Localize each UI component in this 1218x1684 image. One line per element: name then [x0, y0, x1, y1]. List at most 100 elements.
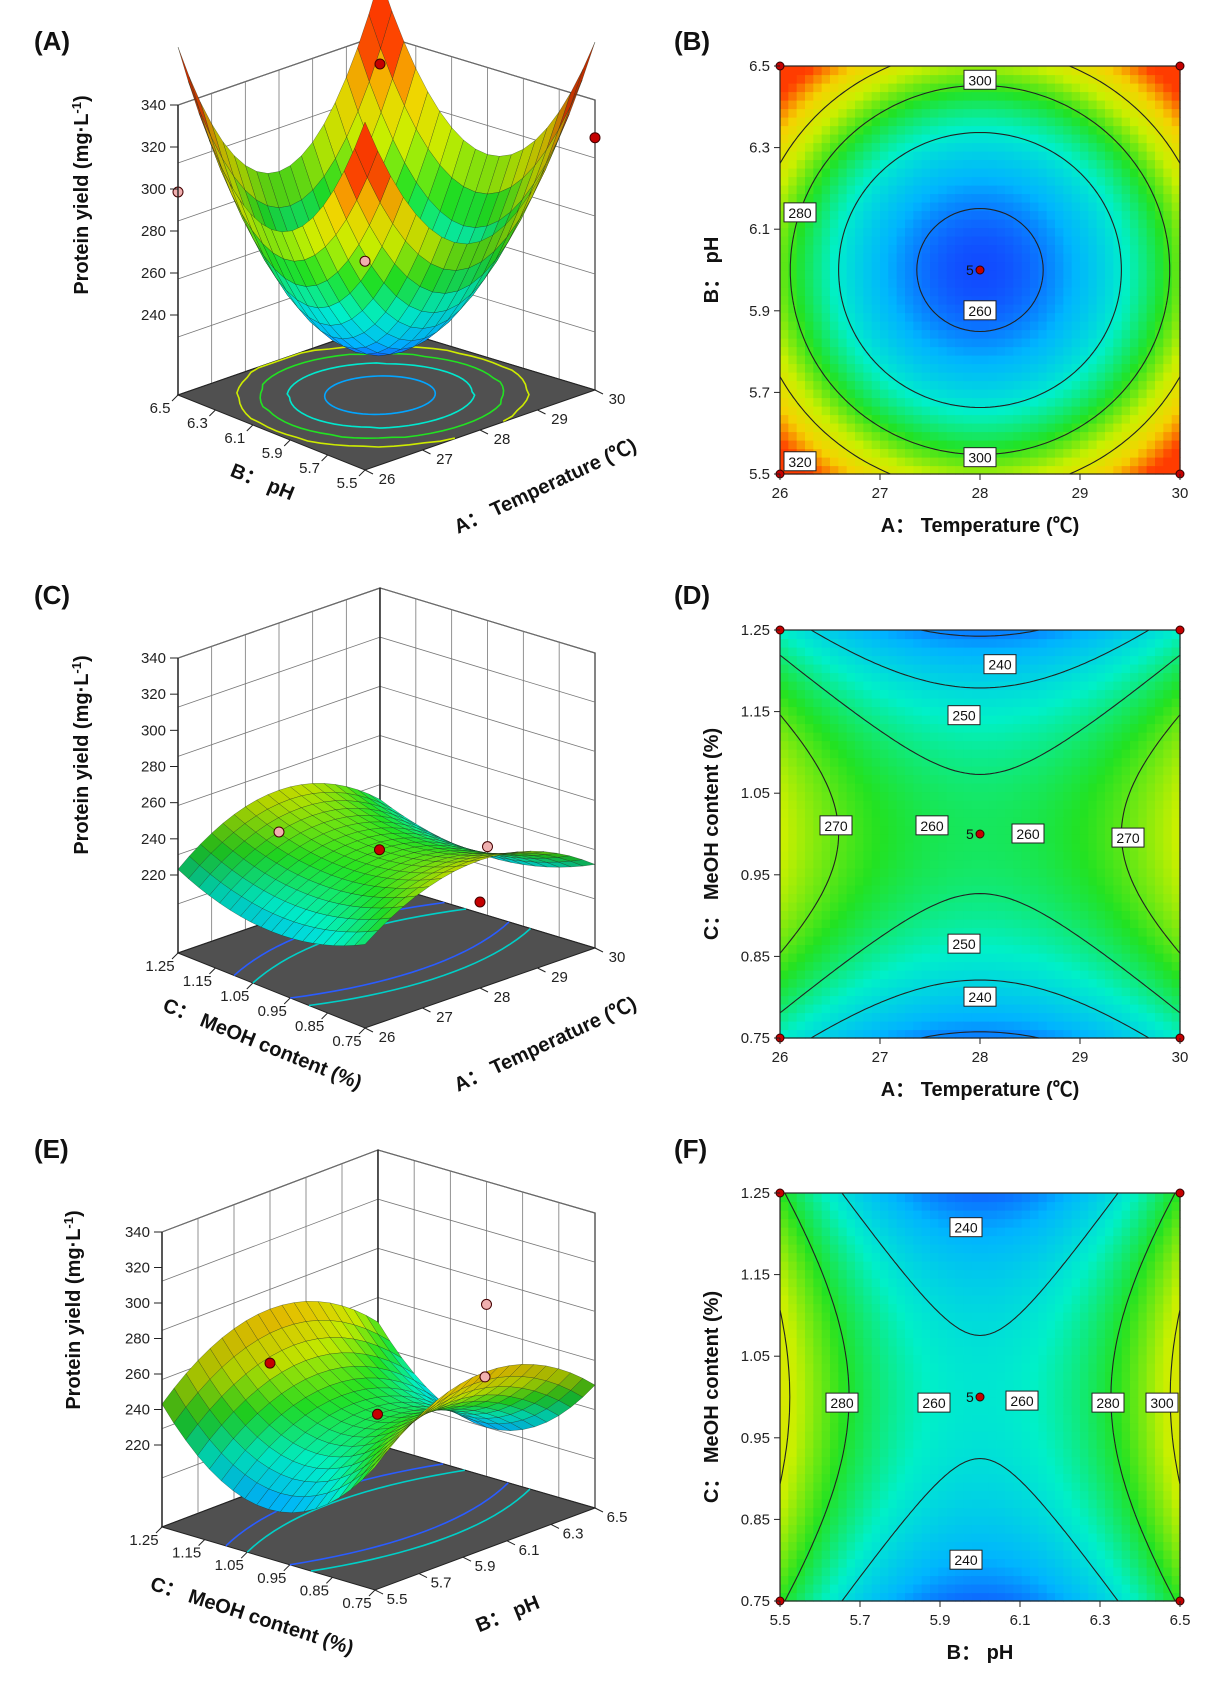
- contour-cell: [788, 783, 798, 793]
- contour-cell: [863, 338, 873, 348]
- contour-cell: [821, 834, 831, 844]
- contour-cell: [988, 108, 998, 118]
- contour-cell: [888, 312, 898, 322]
- design-point: [264, 1357, 276, 1369]
- contour-cell: [955, 953, 964, 963]
- contour-cell: [830, 978, 839, 988]
- contour-cell: [996, 253, 1006, 263]
- contour-cell: [913, 304, 923, 314]
- contour-cell: [946, 647, 956, 657]
- contour-cell: [880, 825, 889, 835]
- contour-cell: [1113, 185, 1123, 195]
- contour-cell: [971, 774, 981, 784]
- contour-cell: [846, 142, 856, 152]
- contour-cell: [788, 151, 798, 161]
- contour-cell: [1071, 346, 1081, 356]
- contour-cell: [830, 681, 839, 691]
- contour-cell: [930, 270, 939, 280]
- contour-cell: [1163, 210, 1173, 220]
- contour-cell: [1088, 168, 1098, 178]
- contour-cell: [988, 919, 998, 929]
- y-tick: [321, 1012, 328, 1020]
- contour-cell: [980, 834, 989, 844]
- contour-cell: [855, 91, 864, 101]
- contour-cell: [821, 176, 831, 186]
- contour-cell: [971, 902, 981, 912]
- contour-cell: [1005, 766, 1014, 776]
- contour-cell: [788, 1021, 798, 1031]
- design-point: [359, 255, 371, 267]
- contour-cell: [1171, 380, 1181, 390]
- contour-cell: [880, 740, 889, 750]
- contour-cell: [863, 961, 873, 971]
- y-tick: [155, 1526, 163, 1534]
- contour-cell: [888, 927, 898, 937]
- contour-cell: [980, 108, 989, 118]
- contour-cell: [921, 978, 931, 988]
- contour-cell: [963, 978, 973, 988]
- contour-cell: [1171, 389, 1181, 399]
- contour-cell: [913, 995, 923, 1005]
- contour-cell: [996, 978, 1006, 988]
- contour-cell: [938, 995, 948, 1005]
- contour-cell: [888, 842, 898, 852]
- contour-cell: [830, 159, 839, 169]
- contour-cell: [880, 83, 889, 93]
- contour-cell: [855, 423, 864, 433]
- contour-cell: [988, 278, 998, 288]
- contour-cell: [996, 902, 1006, 912]
- contour-cell: [813, 431, 823, 441]
- contour-cell: [1113, 176, 1123, 186]
- contour-cell: [971, 423, 981, 433]
- contour-cell: [1096, 329, 1106, 339]
- contour-cell: [846, 355, 856, 365]
- x-axis-label: A： Temperature (℃): [451, 435, 640, 539]
- contour-cell: [921, 681, 931, 691]
- contour-label: 300: [968, 450, 992, 466]
- contour-cell: [805, 987, 814, 997]
- contour-cell: [871, 706, 881, 716]
- contour-cell: [996, 100, 1006, 110]
- contour-cell: [855, 1004, 864, 1014]
- contour-cell: [880, 329, 889, 339]
- contour-cell: [996, 851, 1006, 861]
- contour-cell: [1096, 321, 1106, 331]
- contour-cell: [913, 859, 923, 869]
- contour-cell: [955, 681, 964, 691]
- contour-cell: [805, 978, 814, 988]
- contour-cell: [963, 902, 973, 912]
- contour-cell: [838, 159, 848, 169]
- contour-cell: [938, 766, 948, 776]
- contour-cell: [830, 202, 839, 212]
- contour-cell: [780, 346, 789, 356]
- contour-cell: [963, 134, 973, 144]
- contour-cell: [1063, 295, 1073, 305]
- contour-cell: [913, 885, 923, 895]
- contour-cell: [938, 876, 948, 886]
- design-point: [374, 58, 386, 70]
- contour-cell: [1005, 202, 1014, 212]
- contour-cell: [1030, 244, 1039, 254]
- x-tick-label: 5.5: [387, 1591, 408, 1608]
- contour-cell: [1121, 414, 1131, 424]
- contour-cell: [996, 817, 1006, 827]
- contour-cell: [880, 465, 889, 475]
- contour-cell: [796, 817, 806, 827]
- contour-cell: [796, 372, 806, 382]
- contour-cell: [871, 244, 881, 254]
- contour-cell: [980, 431, 989, 441]
- contour-cell: [1030, 261, 1039, 271]
- contour-cell: [1005, 278, 1014, 288]
- contour-cell: [896, 936, 906, 946]
- contour-cell: [846, 638, 856, 648]
- contour-cell: [880, 885, 889, 895]
- contour-cell: [921, 1021, 931, 1031]
- contour-cell: [1096, 287, 1106, 297]
- contour-cell: [1163, 261, 1173, 271]
- contour-cell: [1163, 66, 1173, 76]
- contour-cell: [1030, 185, 1039, 195]
- contour-cell: [813, 808, 823, 818]
- contour-cell: [963, 329, 973, 339]
- contour-cell: [1088, 83, 1098, 93]
- contour-cell: [846, 100, 856, 110]
